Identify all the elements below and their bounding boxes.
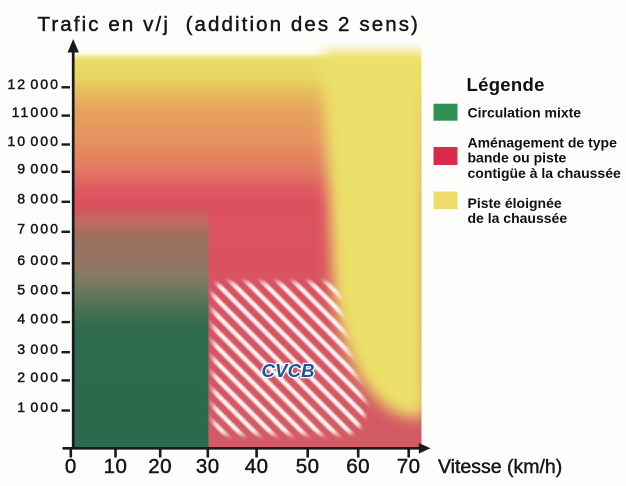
svg-text:10 000: 10 000	[7, 134, 60, 150]
svg-text:CVCB: CVCB	[262, 360, 315, 381]
svg-text:50: 50	[296, 455, 320, 478]
svg-text:Circulation mixte: Circulation mixte	[468, 105, 582, 121]
svg-text:bande ou piste: bande ou piste	[468, 150, 567, 166]
svg-text:0: 0	[65, 455, 77, 478]
svg-text:1 000: 1 000	[17, 400, 60, 416]
svg-text:2 000: 2 000	[17, 370, 60, 386]
svg-text:7 000: 7 000	[17, 221, 60, 237]
svg-text:3 000: 3 000	[17, 342, 60, 358]
svg-text:9 000: 9 000	[17, 161, 60, 177]
svg-text:contigüe à la chaussée: contigüe à la chaussée	[468, 165, 621, 181]
svg-text:Aménagement de type: Aménagement de type	[468, 135, 618, 151]
svg-text:60: 60	[346, 455, 370, 478]
svg-text:40: 40	[245, 455, 269, 478]
svg-text:Trafic en v/j (addition des 2: Trafic en v/j (addition des 2 sens)	[38, 13, 420, 36]
svg-text:8 000: 8 000	[17, 191, 60, 207]
svg-text:30: 30	[196, 455, 220, 478]
svg-text:Piste éloignée: Piste éloignée	[468, 195, 562, 211]
svg-text:5 000: 5 000	[17, 283, 60, 299]
svg-text:4 000: 4 000	[17, 312, 60, 328]
svg-text:70: 70	[397, 455, 421, 478]
svg-text:Légende: Légende	[467, 74, 545, 95]
svg-text:20: 20	[148, 455, 172, 478]
svg-text:10: 10	[104, 455, 128, 478]
svg-text:12 000: 12 000	[7, 77, 60, 93]
svg-text:11000: 11000	[12, 105, 60, 121]
svg-text:de la chaussée: de la chaussée	[468, 210, 568, 226]
svg-text:6 000: 6 000	[17, 253, 60, 269]
svg-text:Vitesse (km/h): Vitesse (km/h)	[438, 456, 562, 478]
